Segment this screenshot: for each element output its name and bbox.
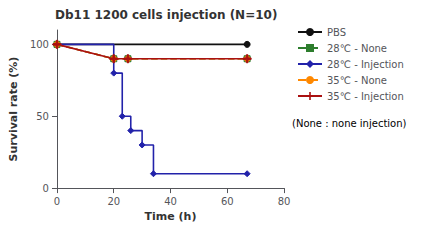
svg-text:40: 40 <box>164 196 177 207</box>
svg-text:0: 0 <box>54 196 60 207</box>
svg-text:(None : none injection): (None : none injection) <box>292 118 407 129</box>
svg-text:80: 80 <box>278 196 291 207</box>
svg-text:28℃ - Injection: 28℃ - Injection <box>327 59 404 70</box>
svg-text:28℃ - None: 28℃ - None <box>327 43 387 54</box>
svg-text:60: 60 <box>221 196 234 207</box>
svg-text:20: 20 <box>107 196 120 207</box>
svg-text:35℃ - None: 35℃ - None <box>327 75 387 86</box>
svg-text:Db11 1200 cells injection (N=1: Db11 1200 cells injection (N=10) <box>55 8 277 22</box>
svg-text:50: 50 <box>36 111 49 122</box>
svg-text:100: 100 <box>30 39 49 50</box>
svg-text:35℃ - Injection: 35℃ - Injection <box>327 91 404 102</box>
svg-text:PBS: PBS <box>327 27 346 38</box>
svg-text:0: 0 <box>43 183 49 194</box>
svg-text:Survival rate (%): Survival rate (%) <box>7 57 20 162</box>
svg-text:Time (h): Time (h) <box>145 210 197 223</box>
